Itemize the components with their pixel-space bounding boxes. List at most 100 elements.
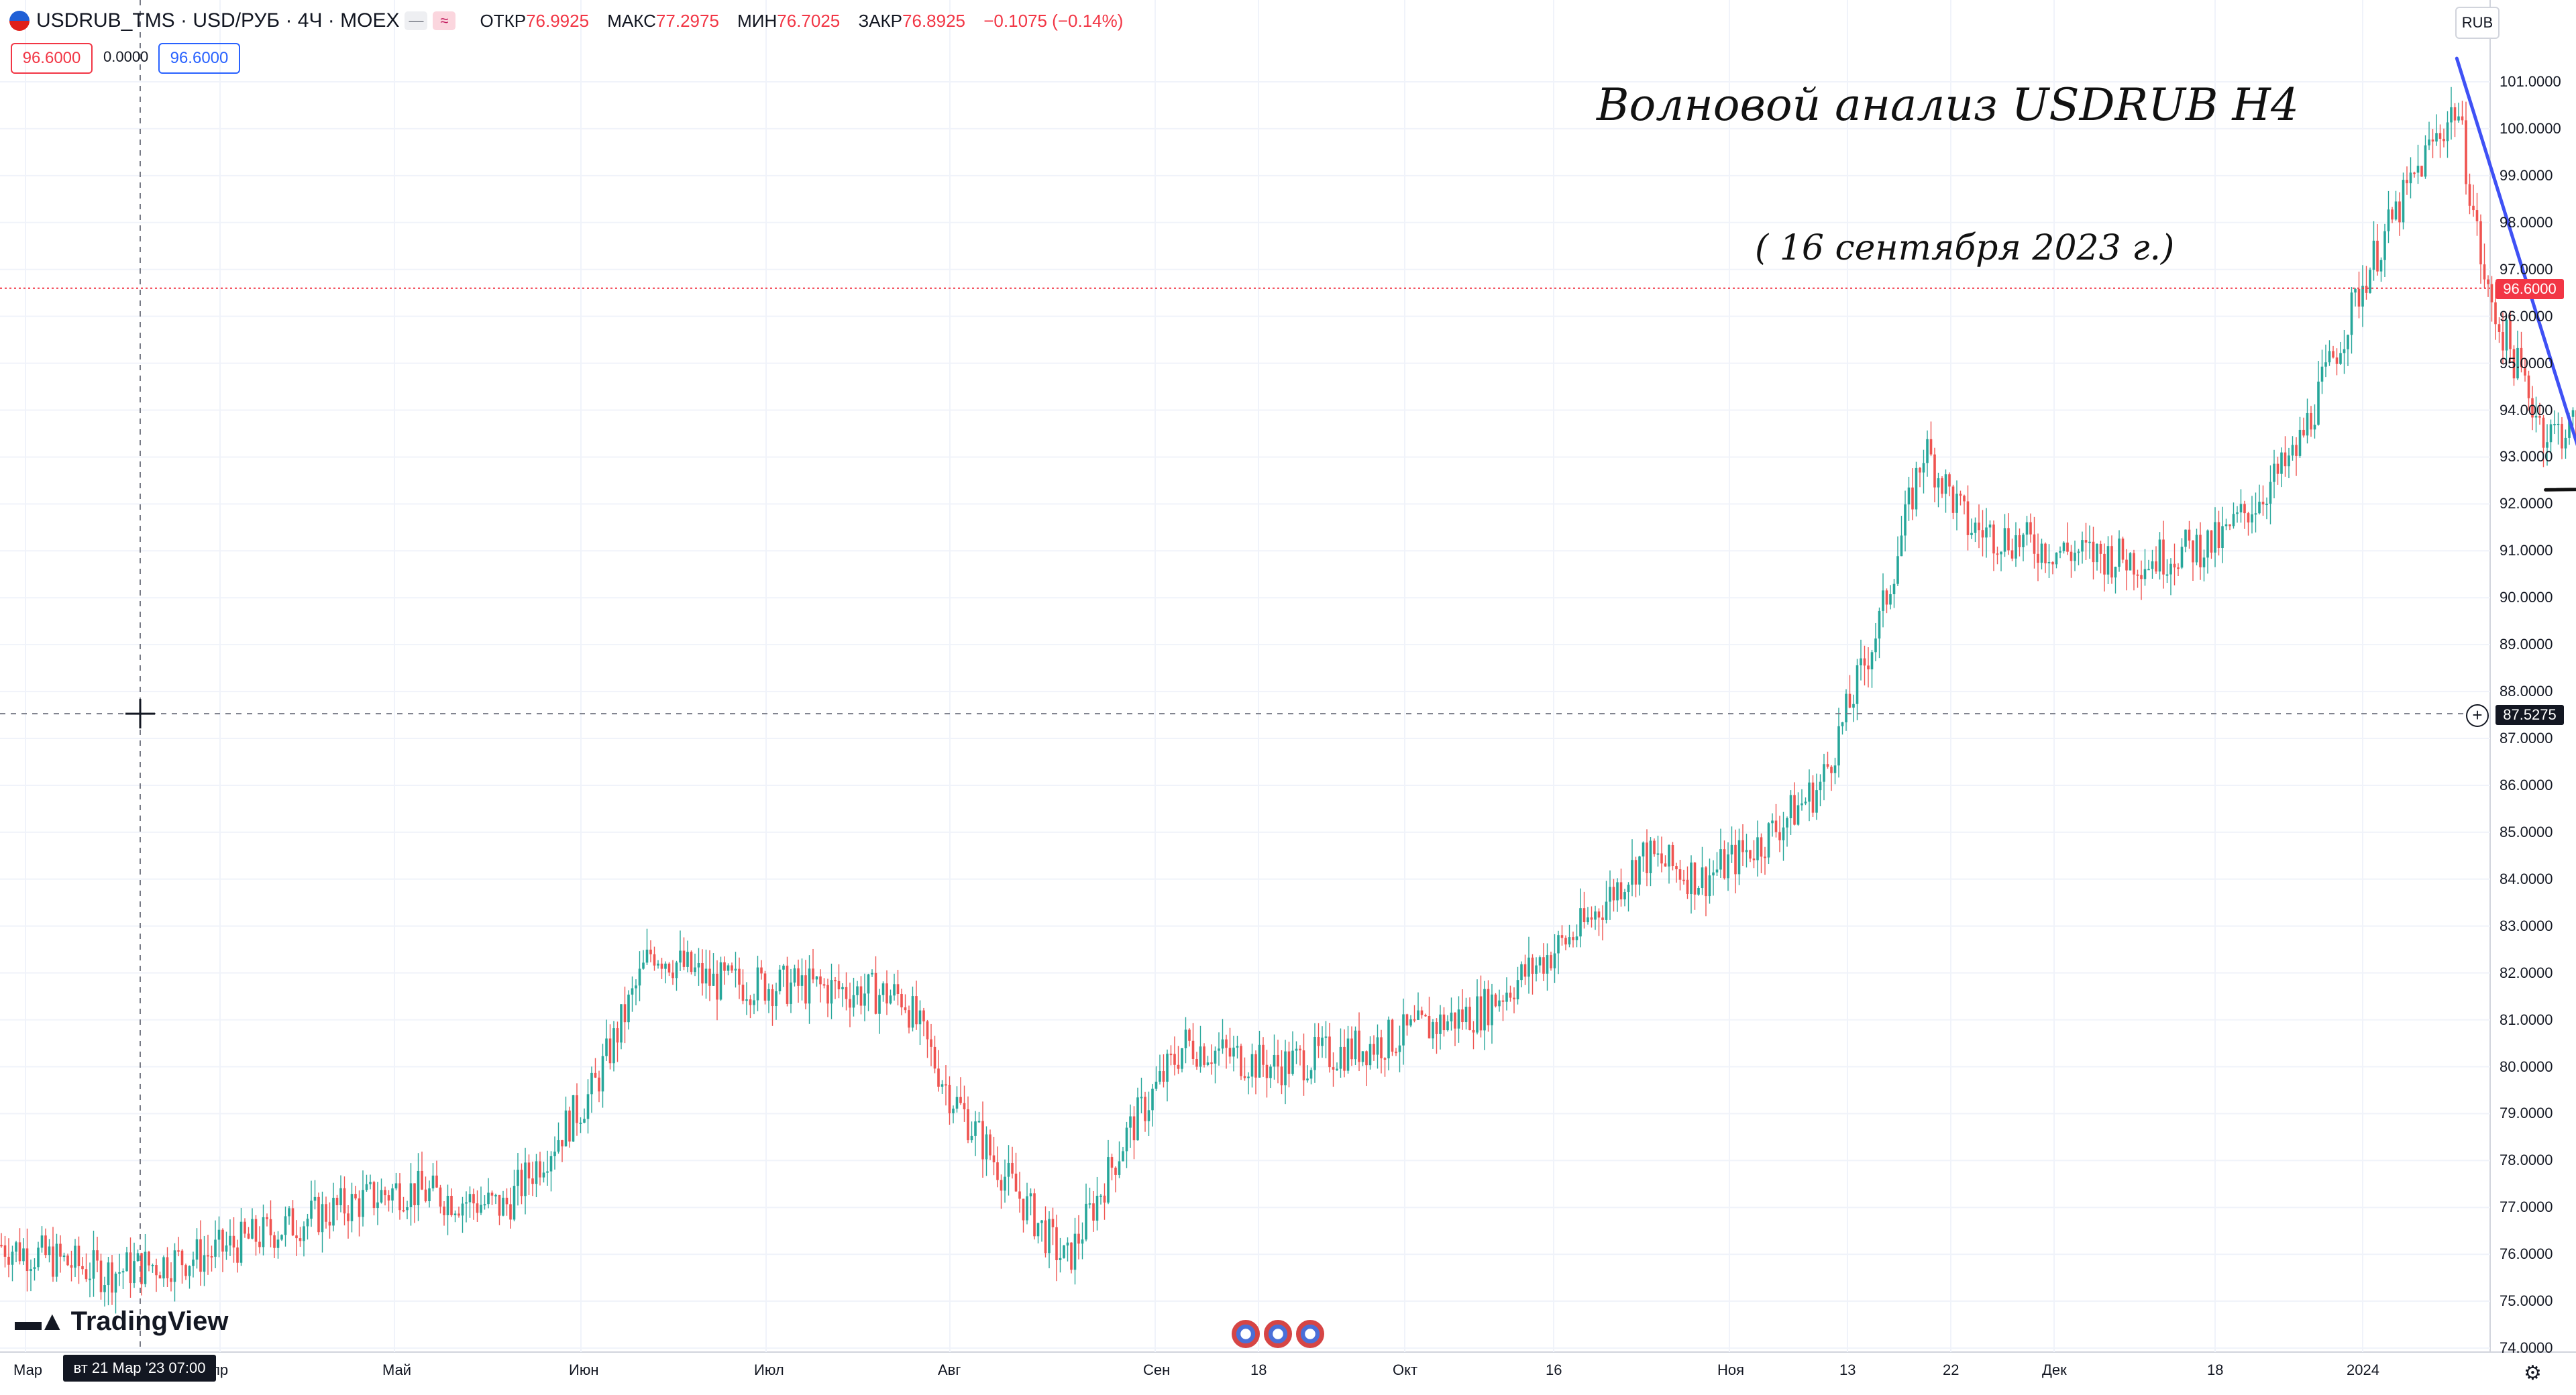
candle-body	[1295, 1048, 1298, 1051]
candle-body	[863, 993, 866, 1006]
candle-body	[1044, 1220, 1047, 1253]
candle-body	[2365, 285, 2368, 293]
candle-body	[2022, 535, 2025, 547]
candle-body	[11, 1251, 14, 1265]
candle-body	[2206, 530, 2209, 558]
candle-body	[2210, 530, 2213, 553]
candle-body	[690, 952, 693, 972]
trend-line-blue	[2455, 56, 2576, 447]
candle-body	[542, 1172, 545, 1178]
candle-body	[2096, 543, 2098, 563]
candle-body	[2180, 547, 2184, 568]
candle-body	[1793, 795, 1796, 825]
candle-body	[2077, 551, 2080, 553]
candle-body	[1454, 1012, 1456, 1029]
time-tick-label: Окт	[1393, 1361, 1418, 1378]
candle-body	[177, 1250, 180, 1252]
gear-icon[interactable]: ⚙	[2524, 1362, 2542, 1384]
candle-body	[1646, 842, 1648, 874]
candle-body	[756, 967, 759, 1001]
compare-wave-icon[interactable]: ≈	[433, 11, 456, 30]
candle-body	[708, 968, 711, 986]
candle-body	[2199, 535, 2202, 567]
ohlc-change: −0.1075 (−0.14%)	[983, 10, 1124, 31]
candle-body	[2037, 553, 2039, 563]
candle-body	[667, 963, 671, 973]
candle-body	[675, 962, 678, 979]
price-tick-label: 101.0000	[2500, 73, 2561, 90]
candle-body	[1778, 832, 1781, 840]
sell-button[interactable]: 96.6000	[11, 43, 93, 74]
candle-body	[258, 1241, 261, 1247]
candle-body	[822, 984, 826, 986]
symbol-title[interactable]: USDRUB_TMS · USD/РУБ · 4Ч · MOEX	[36, 9, 400, 32]
candle-body	[7, 1256, 10, 1265]
candle-body	[2306, 412, 2309, 436]
candle-body	[1922, 463, 1925, 473]
add-alert-plus-icon[interactable]: +	[2466, 704, 2489, 727]
candle-body	[2376, 240, 2379, 272]
candle-body	[1177, 1064, 1180, 1069]
candle-body	[1885, 590, 1888, 605]
minus-icon[interactable]: —	[405, 11, 428, 30]
candle-body	[553, 1152, 556, 1156]
candle-body	[1361, 1051, 1364, 1062]
price-tick-label: 86.0000	[2500, 776, 2553, 793]
candle-body	[2121, 539, 2125, 560]
candle-body	[1144, 1097, 1146, 1121]
candle-body	[2236, 512, 2239, 514]
candle-body	[2247, 513, 2250, 523]
candle-body	[1627, 885, 1630, 893]
candle-body	[1660, 853, 1663, 864]
candle-body	[1535, 965, 1538, 974]
us-event-flag-icon[interactable]	[1264, 1320, 1292, 1348]
candle-body	[1513, 997, 1515, 1000]
candle-body	[2347, 335, 2349, 349]
candle-body	[313, 1196, 317, 1201]
annotation-title[interactable]: Волновой анализ USDRUB H4	[1597, 79, 2299, 131]
candle-body	[232, 1235, 235, 1248]
spread-value: 0.0000	[103, 48, 149, 65]
candle-body	[239, 1221, 243, 1263]
candle-body	[664, 963, 667, 969]
buy-button[interactable]: 96.6000	[158, 43, 240, 74]
candle-body	[2549, 424, 2553, 443]
candle-body	[1240, 1046, 1242, 1076]
candle-body	[2018, 535, 2021, 547]
candle-body	[1801, 803, 1803, 805]
us-event-flag-icon[interactable]	[1232, 1320, 1260, 1348]
candle-body	[1501, 1000, 1505, 1002]
price-tick-label: 92.0000	[2500, 495, 2553, 512]
candle-body	[2568, 416, 2571, 438]
candle-body	[2261, 502, 2265, 505]
candle-body	[911, 996, 914, 1028]
candle-body	[1136, 1097, 1139, 1141]
candle-body	[158, 1275, 162, 1279]
candle-body	[1590, 917, 1593, 920]
currency-button[interactable]: RUB	[2455, 7, 2500, 39]
candle-body	[672, 972, 674, 979]
candle-body	[1520, 964, 1523, 981]
candle-body	[1830, 767, 1833, 773]
candle-body	[1306, 1078, 1309, 1080]
tradingview-logo[interactable]: ▬▲ TradingView	[15, 1306, 228, 1337]
candle-body	[2118, 539, 2121, 567]
candle-body	[2424, 145, 2427, 177]
candle-body	[1103, 1195, 1106, 1203]
candle-body	[2357, 288, 2361, 307]
candle-body	[2435, 133, 2438, 142]
candle-body	[2288, 455, 2290, 467]
economic-events[interactable]	[1232, 1320, 1328, 1348]
candle-body	[1457, 1009, 1460, 1029]
candle-body	[269, 1219, 272, 1235]
us-event-flag-icon[interactable]	[1296, 1320, 1324, 1348]
candle-body	[184, 1265, 187, 1276]
annotation-date[interactable]: ( 16 сентября 2023 г.)	[1755, 228, 2175, 268]
candle-body	[402, 1210, 405, 1212]
candle-body	[1981, 530, 1984, 538]
candle-body	[2088, 541, 2091, 543]
candle-body	[207, 1255, 209, 1257]
candle-body	[199, 1239, 202, 1272]
candle-body	[2291, 445, 2294, 456]
